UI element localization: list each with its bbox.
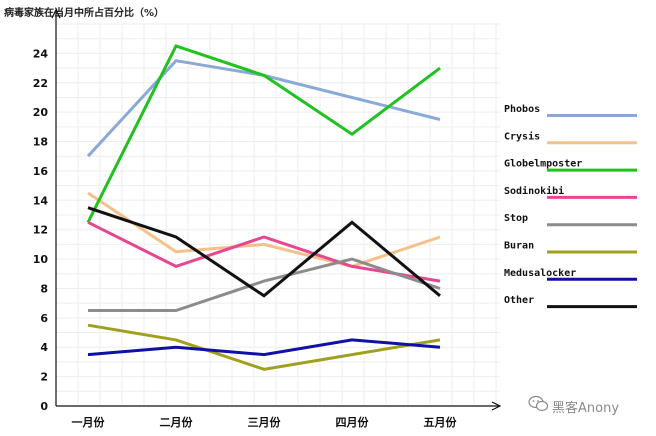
y-tick-label: 2 [40,371,48,384]
series-line-medusalocker [87,338,441,357]
legend-label-globelmposter: Globelmposter [504,159,582,170]
legend-label-crysis: Crysis [504,130,540,142]
series-line-globelmposter [86,44,441,223]
x-tick-label: 五月份 [424,415,458,429]
x-tick-label: 一月份 [72,415,106,429]
y-tick-label: 16 [33,165,49,178]
y-tick-label: 24 [33,47,49,60]
legend-label-buran: Buran [504,241,534,252]
watermark-text: 黑客Anony [552,400,619,416]
y-tick-label: 12 [33,224,48,237]
y-tick-label: 8 [40,282,48,295]
y-tick-label: 18 [33,136,48,149]
y-axis-label: 病毒家族在当月中所占百分比（%） [4,6,164,19]
series-line-other [87,206,441,298]
legend-label-stop: Stop [504,213,528,224]
wechat-icon [528,395,549,412]
legend: Phobos Crysis Globelmposter Sodinokibi Stop B… [504,104,637,309]
y-axis-arrow [51,8,61,19]
x-tick-label: 四月份 [336,415,370,429]
legend-label-sodinokibi: Sodinokibi [504,185,564,197]
legend-label-phobos: Phobos [504,104,540,115]
series-lines [86,44,441,371]
axes [51,8,502,411]
y-tick-label: 6 [40,312,48,325]
x-axis-arrow [491,401,502,411]
series-line-stop [88,257,441,312]
legend-label-medusalocker: Medusalocker [504,268,576,279]
y-tick-label: 14 [33,194,49,207]
series-line-sodinokibi [87,220,441,283]
x-tick-labels: 一月份 二月份 三月份 四月份 五月份 [72,415,458,429]
x-tick-label: 三月份 [248,415,282,429]
y-tick-label: 10 [33,253,49,266]
legend-label-other: Other [504,295,534,306]
y-tick-label: 4 [40,341,48,354]
y-tick-label: 0 [40,400,48,413]
series-line-crysis [87,191,441,268]
y-tick-label: 20 [33,106,49,119]
x-tick-label: 二月份 [160,415,194,429]
y-tick-label: 22 [33,77,48,90]
watermark: 黑客Anony [528,395,619,416]
series-line-buran [87,323,441,371]
